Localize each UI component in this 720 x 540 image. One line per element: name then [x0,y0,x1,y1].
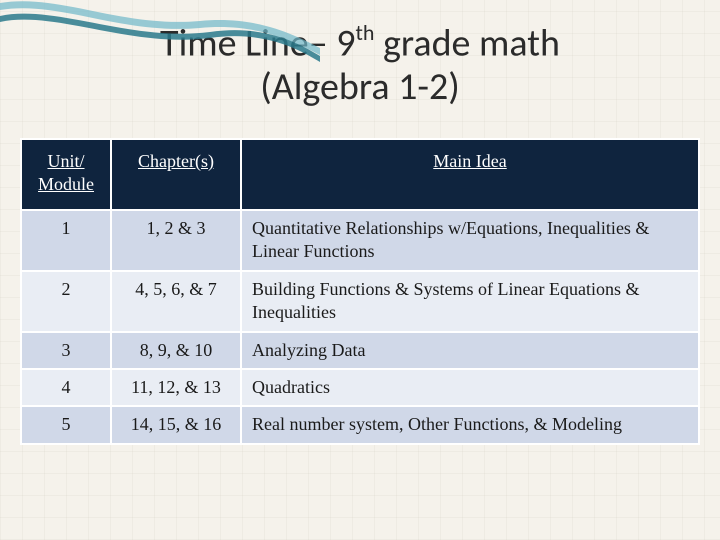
title-line-1: Time Line– 9th grade math [0,22,720,66]
header-main-idea: Main Idea [241,139,699,210]
title-line-2: (Algebra 1-2) [0,66,720,110]
table-row: 38, 9, & 10Analyzing Data [21,332,699,369]
timeline-table: Unit/ Module Chapter(s) Main Idea 11, 2 … [20,138,700,445]
cell-unit: 5 [21,406,111,443]
slide-title: Time Line– 9th grade math (Algebra 1-2) [0,0,720,138]
cell-main-idea: Quantitative Relationships w/Equations, … [241,210,699,271]
header-unit-module: Unit/ Module [21,139,111,210]
cell-main-idea: Real number system, Other Functions, & M… [241,406,699,443]
cell-unit: 1 [21,210,111,271]
table-row: 411, 12, & 13Quadratics [21,369,699,406]
cell-chapters: 1, 2 & 3 [111,210,241,271]
cell-main-idea: Analyzing Data [241,332,699,369]
cell-main-idea: Building Functions & Systems of Linear E… [241,271,699,332]
table-row: 11, 2 & 3Quantitative Relationships w/Eq… [21,210,699,271]
cell-unit: 3 [21,332,111,369]
cell-chapters: 11, 12, & 13 [111,369,241,406]
cell-chapters: 4, 5, 6, & 7 [111,271,241,332]
cell-unit: 2 [21,271,111,332]
cell-chapters: 14, 15, & 16 [111,406,241,443]
cell-chapters: 8, 9, & 10 [111,332,241,369]
table-body: 11, 2 & 3Quantitative Relationships w/Eq… [21,210,699,444]
table-header-row: Unit/ Module Chapter(s) Main Idea [21,139,699,210]
header-chapters: Chapter(s) [111,139,241,210]
table-row: 24, 5, 6, & 7Building Functions & System… [21,271,699,332]
table-row: 514, 15, & 16Real number system, Other F… [21,406,699,443]
cell-unit: 4 [21,369,111,406]
cell-main-idea: Quadratics [241,369,699,406]
